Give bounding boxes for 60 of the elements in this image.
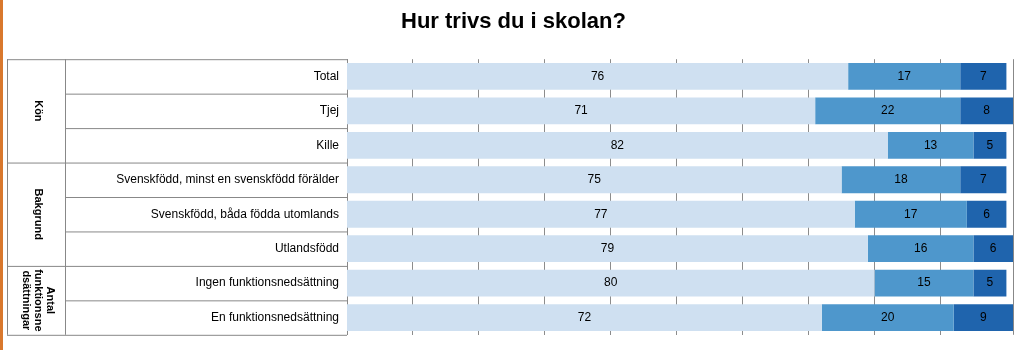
bar [347, 269, 875, 297]
data-label: 16 [914, 240, 928, 255]
data-label: 13 [923, 137, 938, 152]
y-tick-label: Total [313, 68, 339, 83]
text: Kön [32, 100, 45, 122]
y-tick-label: Tjej [319, 103, 339, 118]
data-label: 17 [897, 68, 912, 83]
bar [960, 166, 1007, 194]
bar [347, 97, 816, 125]
bar [953, 304, 1013, 332]
bar [347, 166, 842, 194]
text: Antal funktionsnedsättningar [20, 269, 57, 332]
bar [347, 200, 855, 228]
data-label: 80 [604, 275, 618, 290]
bar [347, 235, 868, 263]
bar [867, 235, 974, 263]
data-label: 77 [594, 206, 608, 221]
bar [347, 131, 888, 159]
bar [966, 200, 1007, 228]
bar [848, 62, 961, 90]
y-tick-label: Utlandsfödd [274, 240, 339, 255]
y-tick-label: Kille [316, 137, 340, 152]
data-label: 72 [577, 309, 592, 324]
data-label: 15 [917, 275, 931, 290]
data-label: 22 [881, 103, 895, 118]
data-label: 18 [894, 172, 908, 187]
data-label: 9 [979, 309, 987, 324]
data-label: 82 [610, 137, 625, 152]
data-label: 75 [587, 172, 602, 187]
data-label: 79 [600, 240, 615, 255]
data-label: 5 [986, 137, 994, 152]
text: Bakgrund [32, 188, 45, 240]
bar [874, 269, 974, 297]
bar [815, 97, 961, 125]
y-tick-label: Svenskfödd, båda födda utomlands [150, 206, 339, 221]
bar [973, 269, 1007, 297]
data-label: 6 [983, 206, 991, 221]
bar [960, 97, 1013, 125]
bar [887, 131, 974, 159]
bar [841, 166, 961, 194]
data-label: 7 [979, 172, 987, 187]
y-tick-label: En funktionsnedsättning [210, 309, 339, 324]
bar [973, 235, 1013, 263]
bar [960, 62, 1007, 90]
data-label: 6 [989, 240, 997, 255]
data-label: 8 [983, 103, 991, 118]
bar [854, 200, 967, 228]
bar [347, 304, 822, 332]
bar [821, 304, 954, 332]
data-label: 5 [986, 275, 994, 290]
data-label: 7 [979, 68, 987, 83]
data-label: 17 [904, 206, 918, 221]
bar [973, 131, 1007, 159]
y-tick-label: Ingen funktionsnedsättning [195, 275, 339, 290]
y-tick-label: Svenskfödd, minst en svenskfödd förälder [116, 172, 339, 187]
bar [347, 62, 849, 90]
data-label: 71 [574, 103, 589, 118]
chart-title: Hur trivs du i skolan? [400, 8, 627, 34]
data-label: 76 [590, 68, 605, 83]
data-label: 20 [881, 309, 895, 324]
